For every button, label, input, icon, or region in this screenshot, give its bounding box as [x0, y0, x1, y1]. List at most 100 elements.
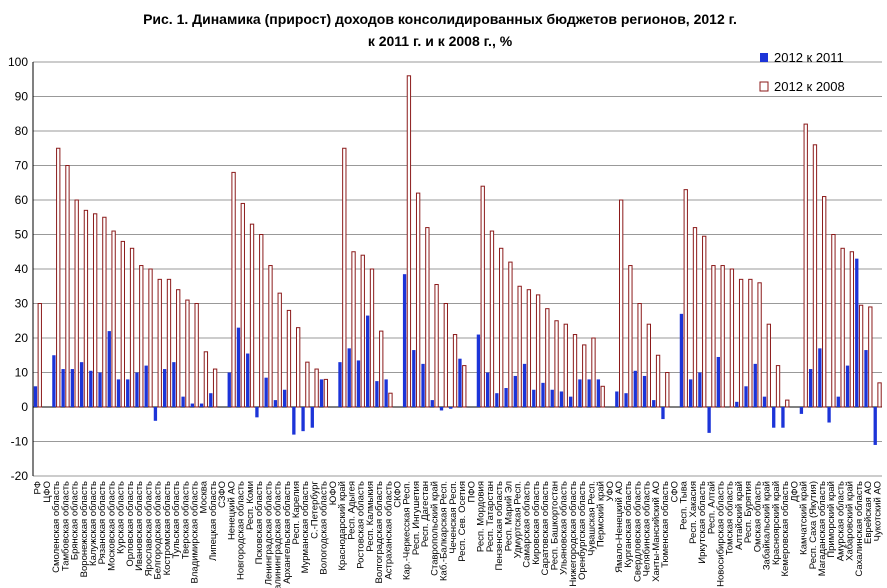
legend-swatch — [760, 53, 768, 62]
bar — [259, 234, 264, 408]
bar — [65, 165, 70, 408]
y-tick-label: 90 — [15, 90, 29, 104]
bar — [314, 368, 319, 408]
x-tick-label: Ростовская область — [356, 481, 367, 569]
x-tick-label: Камчатский край — [799, 481, 810, 555]
bar — [102, 216, 107, 408]
bar — [249, 223, 255, 408]
legend-swatch — [759, 81, 769, 92]
y-tick-label: 40 — [15, 262, 29, 276]
x-tick-label: Курганская область — [623, 481, 634, 568]
bar — [449, 407, 453, 409]
bar — [679, 313, 684, 407]
bar — [181, 396, 185, 407]
y-tick-label: 100 — [8, 55, 28, 69]
bar — [369, 268, 375, 408]
y-tick-label: 20 — [15, 331, 29, 345]
bar — [319, 379, 324, 407]
bar — [541, 382, 545, 407]
x-tick-label: Чувашская Респ. — [586, 481, 597, 556]
bar — [517, 285, 522, 408]
bar — [70, 369, 75, 407]
y-tick-label: 70 — [15, 159, 29, 173]
bar — [203, 351, 209, 408]
bar — [624, 393, 628, 407]
bar — [508, 261, 513, 408]
x-tick-label: Приморский край — [826, 481, 837, 558]
bar — [190, 403, 194, 407]
x-tick-label: Ленинградская область — [263, 481, 274, 585]
bar — [642, 375, 647, 407]
bar — [489, 230, 495, 408]
bar — [92, 213, 98, 408]
bar — [342, 147, 347, 408]
bar — [600, 385, 605, 408]
bar — [83, 209, 89, 408]
y-tick-label: 30 — [15, 297, 29, 311]
bar — [781, 407, 785, 428]
x-tick-label: Смоленская область — [51, 481, 62, 573]
x-tick-label: Респ. Сев. Осетия — [457, 481, 468, 562]
x-tick-label: Ямало-Ненецкий АО — [614, 481, 625, 573]
bar — [729, 268, 735, 408]
bar — [458, 358, 462, 407]
bar — [366, 315, 370, 407]
bar — [264, 377, 268, 407]
y-tick-label: 0 — [21, 400, 28, 414]
x-tick-label: Алтайский край — [734, 481, 745, 550]
bar — [61, 369, 65, 407]
bar — [255, 407, 259, 418]
bar — [56, 147, 61, 408]
x-tick-label: Новосибирская область — [716, 481, 727, 587]
x-tick-label: СЗФО — [217, 481, 228, 508]
bar — [209, 393, 213, 407]
bar — [702, 235, 707, 408]
x-tick-label: Ханты-Мансийский АО — [651, 481, 662, 582]
bar — [439, 407, 444, 411]
x-tick-label: Магаданская область — [817, 481, 828, 576]
x-tick-label: Сахалинская область — [854, 481, 865, 577]
x-tick-label: Пензенская область — [494, 481, 505, 571]
bar — [587, 379, 591, 407]
x-tick-label: Псковская область — [254, 481, 265, 564]
x-tick-label: Ивановская область — [134, 481, 145, 571]
bar — [822, 196, 827, 408]
bar — [375, 381, 379, 407]
bar — [236, 327, 241, 407]
bar — [415, 192, 421, 408]
x-tick-label: Кар.-Черкесская Респ. — [402, 481, 413, 580]
x-tick-label: Ненецкий АО — [226, 481, 237, 540]
bar — [402, 274, 407, 407]
x-tick-label: Респ. Карелия — [291, 481, 302, 544]
bar — [185, 299, 190, 408]
bar — [762, 396, 767, 407]
x-tick-label: Волгоградская область — [374, 481, 385, 583]
bar — [550, 389, 554, 407]
x-tick-label: Респ. Тыва — [679, 480, 690, 530]
bar — [430, 400, 434, 407]
x-tick-label: Брянская область — [70, 481, 81, 560]
x-tick-label: Владимирская область — [189, 481, 200, 584]
bar — [476, 334, 481, 407]
bar — [692, 227, 698, 408]
bar — [166, 278, 172, 408]
bar — [384, 379, 388, 407]
bar — [572, 334, 578, 408]
bar — [129, 247, 135, 408]
bar — [532, 389, 536, 407]
x-tick-label: УФО — [605, 481, 616, 501]
x-tick-label: Костромская область — [162, 481, 173, 575]
bar — [148, 268, 153, 408]
x-tick-label: С.-Петербург — [309, 480, 320, 538]
bar — [633, 370, 637, 407]
bar — [246, 353, 250, 407]
bar — [766, 323, 771, 408]
bar — [591, 337, 596, 408]
bar — [310, 407, 314, 428]
x-tick-label: Омская область — [752, 481, 763, 552]
bar — [485, 372, 490, 407]
bar — [144, 365, 148, 407]
x-tick-label: Вологодская область — [319, 481, 330, 575]
bar — [116, 379, 121, 407]
bar — [172, 362, 176, 407]
